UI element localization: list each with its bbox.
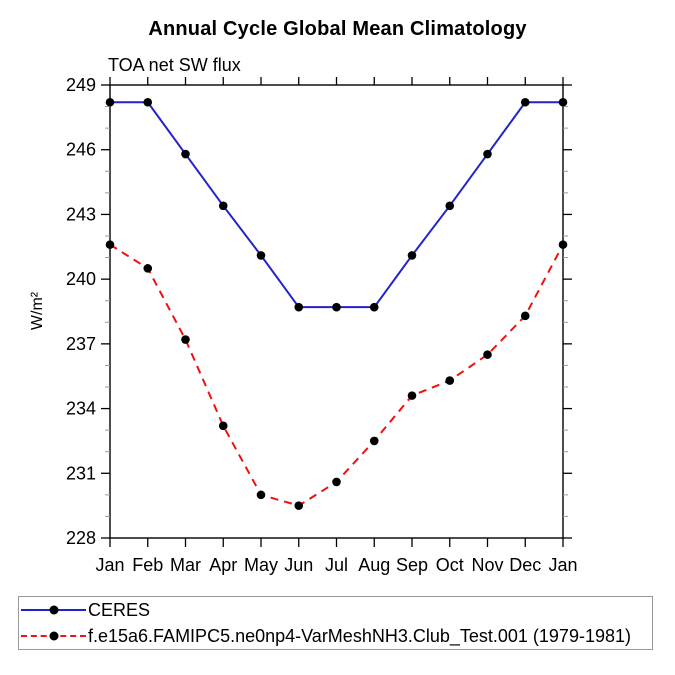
data-point xyxy=(520,97,530,107)
y-tick-label: 234 xyxy=(66,399,96,419)
legend-row-model: f.e15a6.FAMIPC5.ne0np4-VarMeshNH3.Club_T… xyxy=(19,623,652,649)
x-tick-label: Aug xyxy=(358,555,390,575)
legend-sample-ceres xyxy=(21,605,86,615)
chart-title: Annual Cycle Global Mean Climatology xyxy=(148,18,527,40)
data-point xyxy=(369,302,379,312)
x-tick-label: Feb xyxy=(132,555,163,575)
legend-sample-model xyxy=(21,631,86,641)
data-point xyxy=(218,201,228,211)
x-tick-label: Jan xyxy=(95,555,124,575)
legend-row-ceres: CERES xyxy=(19,597,652,623)
x-tick-label: Jan xyxy=(548,555,577,575)
data-point xyxy=(483,350,492,359)
x-tick-label: Mar xyxy=(170,555,201,575)
x-tick-label: May xyxy=(244,555,278,575)
legend-label-ceres: CERES xyxy=(88,599,151,620)
x-tick-label: Sep xyxy=(396,555,428,575)
series-line-1 xyxy=(109,243,564,507)
x-tick-label: Jul xyxy=(325,555,348,575)
data-point xyxy=(105,97,115,107)
data-point xyxy=(407,391,417,400)
data-point xyxy=(332,477,341,487)
data-point xyxy=(143,264,153,273)
chart-subtitle: TOA net SW flux xyxy=(108,55,241,75)
y-tick-label: 228 xyxy=(66,528,96,548)
y-tick-label: 243 xyxy=(66,204,96,224)
x-tick-label: Oct xyxy=(436,555,464,575)
data-point xyxy=(332,302,341,312)
y-tick-label: 231 xyxy=(66,463,96,483)
x-tick-label: Nov xyxy=(471,555,503,575)
data-point xyxy=(407,251,417,260)
data-point xyxy=(256,251,266,260)
data-point xyxy=(483,149,492,159)
data-point xyxy=(181,149,190,159)
data-point xyxy=(520,311,530,321)
data-point xyxy=(143,97,153,107)
marker-dot-icon xyxy=(49,605,58,615)
data-point xyxy=(105,240,115,249)
y-tick-label: 246 xyxy=(66,140,96,160)
series-line-0 xyxy=(110,101,563,309)
data-point xyxy=(294,302,304,312)
legend-label-model: f.e15a6.FAMIPC5.ne0np4-VarMeshNH3.Club_T… xyxy=(88,625,631,646)
y-tick-label: 249 xyxy=(66,75,96,95)
data-point xyxy=(256,490,266,500)
data-point xyxy=(369,436,379,446)
data-point xyxy=(218,421,228,431)
x-tick-label: Apr xyxy=(209,555,237,575)
data-point xyxy=(445,201,455,211)
x-tick-label: Jun xyxy=(284,555,313,575)
data-point xyxy=(558,240,568,249)
data-point xyxy=(181,335,190,344)
x-tick-label: Dec xyxy=(509,555,541,575)
plot-border xyxy=(109,84,564,539)
legend: CERES f.e15a6.FAMIPC5.ne0np4-VarMeshNH3.… xyxy=(18,596,653,650)
y-tick-label: 237 xyxy=(66,334,96,354)
marker-dot-icon xyxy=(49,631,58,641)
data-point xyxy=(558,97,568,107)
data-point xyxy=(294,501,304,510)
y-tick-label: 240 xyxy=(66,269,96,289)
data-point xyxy=(445,376,455,385)
